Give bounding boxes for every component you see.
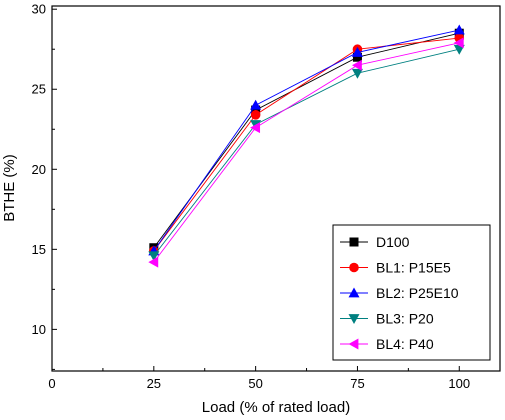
x-axis-title: Load (% of rated load) [202,399,350,416]
data-point [453,37,464,49]
x-tick-label: 50 [248,376,262,391]
data-point [351,59,362,71]
legend: D100 BL1: P15E5 BL2: P25E10 BL3: P20 BL4: P4… [332,224,491,361]
legend-marker [348,287,360,298]
data-point [250,99,262,110]
legend-marker [349,262,359,273]
data-point [351,46,363,57]
data-point [351,68,363,79]
x-tick-label: 75 [350,376,364,391]
data-point [251,105,261,115]
x-axis-ticks: 0 25 50 75 100 [48,366,470,391]
legend-item: BL2: P25E10 [340,285,459,301]
legend-label: BL4: P40 [376,336,434,352]
legend-item: BL1: P15E5 [340,260,451,276]
x-tick-label: 100 [448,376,470,391]
data-point [148,256,159,268]
series-line [153,29,460,252]
series-group [148,24,465,268]
series-4 [148,44,465,262]
legend-item: BL4: P40 [340,336,434,352]
y-tick-label: 10 [32,322,46,337]
series-line [153,42,460,263]
y-tick-label: 30 [32,2,46,17]
series-line [153,32,460,249]
x-tick-label: 25 [147,376,161,391]
legend-label: D100 [376,234,410,250]
data-point [250,122,261,134]
x-tick-label: 0 [48,376,55,391]
legend-marker [348,314,360,324]
legend-label: BL3: P20 [376,311,434,327]
series-line [153,48,460,257]
legend-item: D100 [340,234,410,250]
data-point [250,110,261,120]
data-point [148,251,160,262]
legend-label: BL1: P15E5 [376,260,451,276]
y-axis-ticks: 10 15 20 25 30 [32,2,57,370]
y-tick-label: 20 [32,162,46,177]
legend-marker [349,237,359,247]
legend-label: BL2: P25E10 [376,285,459,301]
y-axis-title: BTHE (%) [1,154,18,222]
y-tick-label: 25 [32,82,46,97]
data-point [453,24,465,35]
y-tick-label: 15 [32,242,46,257]
series-line [153,37,460,252]
legend-items: D100 BL1: P15E5 BL2: P25E10 BL3: P20 BL4: P4… [340,234,459,352]
series-5 [148,37,464,268]
legend-item: BL3: P20 [340,311,434,327]
legend-marker [348,338,359,350]
data-point [352,52,362,62]
